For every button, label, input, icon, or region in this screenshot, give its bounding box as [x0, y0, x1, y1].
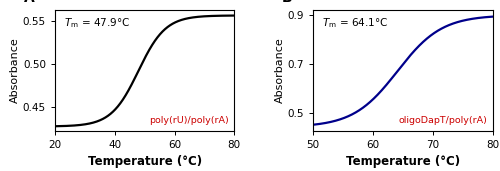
Y-axis label: Absorbance: Absorbance	[275, 38, 285, 103]
Y-axis label: Absorbance: Absorbance	[10, 38, 20, 103]
Text: $\mathit{T}_\mathrm{m}$ = 47.9°C: $\mathit{T}_\mathrm{m}$ = 47.9°C	[64, 16, 130, 30]
Text: B: B	[282, 0, 292, 5]
Text: poly(rU)/poly(rA): poly(rU)/poly(rA)	[149, 116, 229, 125]
X-axis label: Temperature (°C): Temperature (°C)	[88, 155, 202, 168]
Text: $\mathit{T}_\mathrm{m}$ = 64.1°C: $\mathit{T}_\mathrm{m}$ = 64.1°C	[322, 16, 388, 30]
Text: oligoDapT/poly(rA): oligoDapT/poly(rA)	[398, 116, 487, 125]
X-axis label: Temperature (°C): Temperature (°C)	[346, 155, 460, 168]
Text: A: A	[24, 0, 34, 5]
